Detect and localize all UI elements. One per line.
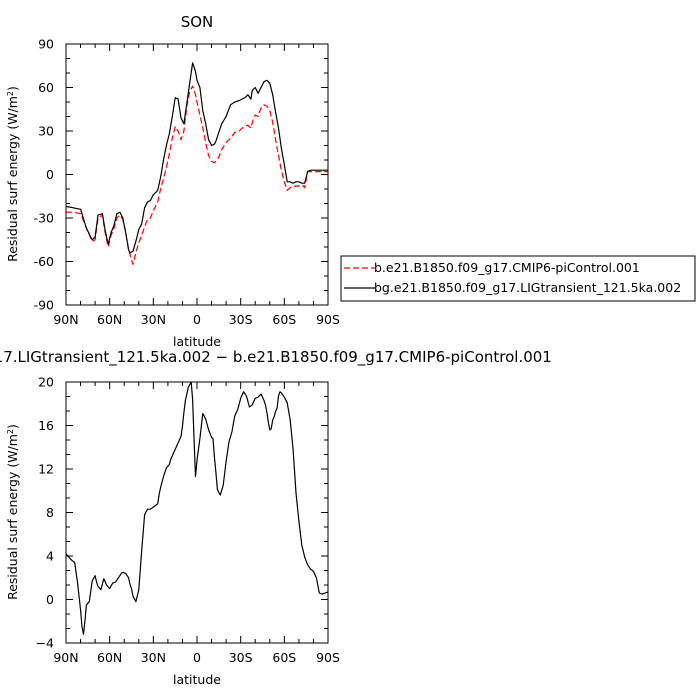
x-tick-label: 90N (53, 312, 78, 327)
y-tick-label: 90 (38, 37, 54, 52)
y-axis-label: Residual surf energy (W/m2) (5, 86, 20, 262)
plot-area (65, 62, 328, 265)
x-tick-label: 90N (53, 650, 78, 665)
x-tick-label: 30S (229, 312, 253, 327)
y-tick-labels: -90 -60 -30 0 30 60 90 (34, 37, 54, 313)
axis-ticks (65, 43, 329, 306)
y-tick-label: 0 (46, 167, 54, 182)
legend-label-transient: bg.e21.B1850.f09_g17.LIGtransient_121.5k… (374, 280, 681, 295)
difference-title: bg.e21.B1850.f09_g17.LIGtransient_121.5k… (0, 348, 552, 367)
y-tick-label: 4 (46, 549, 54, 564)
y-tick-label: 30 (38, 124, 54, 139)
y-tick-label: -60 (34, 254, 54, 269)
y-tick-label: 8 (46, 505, 54, 520)
chart-title: SON (181, 13, 214, 31)
y-tick-label: 12 (38, 462, 54, 477)
legend-box (340, 255, 696, 302)
bottom-panel: bg.e21.B1850.f09_g17.LIGtransient_121.5k… (0, 348, 552, 687)
legend: b.e21.B1850.f09_g17.CMIP6-piControl.001 … (340, 255, 696, 302)
y-tick-label: -30 (34, 211, 54, 226)
x-tick-label: 30N (141, 650, 166, 665)
plot-area (65, 381, 329, 635)
x-tick-label: 60N (97, 312, 122, 327)
x-tick-label: 0 (193, 650, 201, 665)
x-axis-label: latitude (173, 672, 221, 687)
y-tick-label: 16 (38, 418, 54, 433)
y-tick-label: 60 (38, 80, 54, 95)
x-tick-label: 90S (316, 312, 340, 327)
plot-frame (65, 43, 329, 306)
legend-label-control: b.e21.B1850.f09_g17.CMIP6-piControl.001 (374, 260, 640, 275)
series-line-0 (65, 381, 329, 635)
x-tick-label: 30N (141, 312, 166, 327)
series-line-0 (66, 85, 328, 265)
series-line-1 (65, 62, 328, 254)
x-axis-label: latitude (173, 334, 221, 349)
x-tick-label: 60S (272, 650, 296, 665)
y-tick-label: 20 (38, 375, 54, 390)
x-tick-label: 90S (316, 650, 340, 665)
x-tick-label: 0 (193, 312, 201, 327)
y-tick-labels: −4 0 4 8 12 16 20 (36, 375, 54, 651)
plot-frame (65, 381, 329, 644)
y-axis-label: Residual surf energy (W/m2) (5, 424, 20, 600)
y-tick-label: −4 (36, 636, 54, 651)
axis-ticks (65, 381, 329, 644)
top-panel: SON 90N 60N 30N 0 30S 60S 90S -90 -60 -30 0 30 60 90… (5, 13, 696, 349)
x-tick-label: 60N (97, 650, 122, 665)
y-tick-label: 0 (46, 592, 54, 607)
x-tick-labels: 90N 60N 30N 0 30S 60S 90S (53, 650, 340, 665)
x-tick-label: 30S (229, 650, 253, 665)
y-tick-label: -90 (34, 298, 54, 313)
x-tick-labels: 90N 60N 30N 0 30S 60S 90S (53, 312, 340, 327)
x-tick-label: 60S (272, 312, 296, 327)
